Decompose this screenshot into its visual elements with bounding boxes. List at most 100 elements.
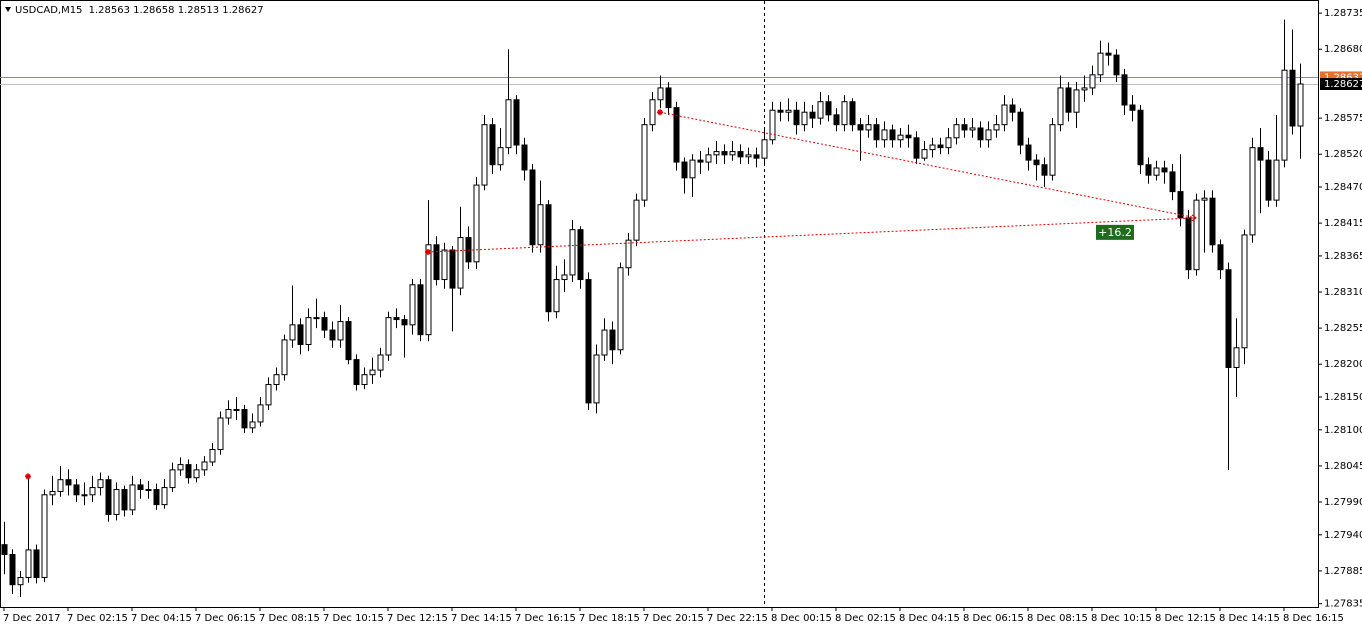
menu-triangle[interactable] [5,7,11,12]
candle-body [297,324,304,346]
candle-body [73,484,80,496]
y-tick-label: 1.28100 [1324,425,1362,436]
y-tick-label: 1.28255 [1324,323,1362,334]
candle-body [401,319,408,326]
candle-body [97,479,104,489]
candle-body [273,374,280,386]
candle-body [1073,89,1080,113]
candle-body [257,404,264,423]
candle-body [617,267,624,351]
candle-body [1081,87,1088,91]
candle-body [1065,87,1072,113]
x-tick-label: 7 Dec 10:15 [323,613,384,624]
candle-body [505,99,512,149]
candle-body [449,249,456,289]
candle-body [249,421,256,429]
x-tick-label: 7 Dec 02:15 [67,613,128,624]
y-tick-label: 1.28575 [1324,113,1362,124]
header-low: 1.28513 [178,5,219,16]
candle-body [553,279,560,313]
candle-body [1233,347,1240,368]
y-tick-label: 1.27940 [1324,530,1362,541]
candle-body [521,144,528,171]
candle-body [9,554,16,586]
candle-body [137,484,144,491]
y-tick-label: 1.28045 [1324,461,1362,472]
candle-body [185,464,192,479]
candle-body [49,491,56,496]
candle-body [425,244,432,336]
candle-body [1185,217,1192,271]
candle-body [417,284,424,336]
x-tick-label: 8 Dec 12:15 [1155,613,1216,624]
candle-body [217,417,224,451]
candle-body [609,329,616,351]
candle-body [145,489,152,492]
candle-body [1017,111,1024,146]
candle-body [473,184,480,263]
candles [1,19,1304,598]
candle-body [897,134,904,141]
candle-body [121,489,128,511]
candle-body [633,199,640,241]
candle-body [105,479,112,515]
candle-body [1177,191,1184,219]
trade-line [659,111,1197,219]
candle-body [705,154,712,163]
candle-body [905,134,912,139]
candle-body [433,244,440,281]
candle-body [777,109,784,113]
y-tick-label: 1.27835 [1324,599,1362,610]
header-open: 1.28563 [89,5,130,16]
candle-body [369,369,376,376]
candle-body [1025,144,1032,161]
candle-body [113,489,120,515]
candle-body [1105,52,1112,56]
y-tick-label: 1.28200 [1324,359,1362,370]
candle-body [665,87,672,109]
candle-body [753,154,760,159]
candle-body [89,487,96,496]
candle-body [697,159,704,163]
candle-body [345,321,352,361]
candle-body [1209,197,1216,246]
candle-body [337,321,344,341]
candle-body [385,317,392,356]
plot-frame [0,0,1319,608]
candle-body [985,129,992,141]
candle-body [497,147,504,166]
x-tick-label: 7 Dec 2017 [3,613,61,624]
x-tick-label: 7 Dec 08:15 [259,613,320,624]
candle-body [169,469,176,489]
x-tick-label: 7 Dec 12:15 [387,613,448,624]
y-tick-label: 1.28470 [1324,182,1362,193]
x-tick-label: 7 Dec 14:15 [451,613,512,624]
candle-body [489,124,496,166]
candle-body [793,109,800,126]
candle-body [913,137,920,159]
trade-close-arrow [1191,214,1197,222]
candle-body [681,161,688,179]
candle-body [1057,87,1064,126]
candle-body [585,279,592,404]
candle-body [737,151,744,158]
candle-body [513,99,520,146]
candle-body [1,544,8,556]
candle-body [1193,199,1200,271]
header: USDCAD,M15 1.28563 1.28658 1.28513 1.286… [15,5,264,16]
candle-body [1257,147,1264,161]
candle-body [225,408,232,419]
header-high: 1.28658 [133,5,174,16]
x-tick-label: 8 Dec 16:15 [1283,613,1344,624]
candle-body [1169,171,1176,193]
header-close: 1.28627 [222,5,263,16]
candle-body [361,374,368,386]
candle-body [1281,69,1288,161]
candle-body [457,237,464,289]
y-tick-label: 1.28735 [1324,8,1362,19]
candle-body [1297,83,1304,127]
candle-body [953,124,960,139]
candle-body [537,204,544,246]
candle-body [977,127,984,141]
